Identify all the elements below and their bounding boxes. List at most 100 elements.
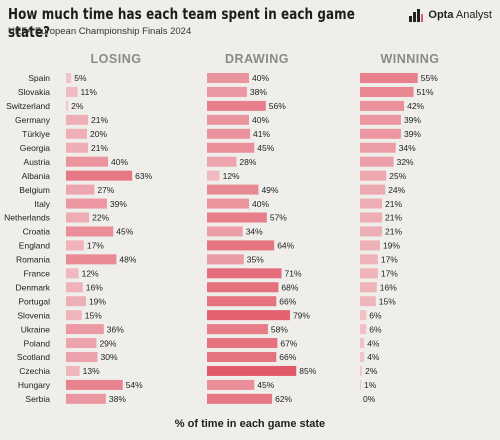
category-label: Ukraine [21,324,51,334]
category-label: Georgia [20,143,51,153]
data-label: 20% [90,129,107,139]
opta-logo-icon [409,9,424,22]
data-label: 19% [89,296,106,306]
bar-drawing [207,226,243,237]
bar-winning [360,226,383,237]
bar-drawing [207,156,237,167]
bar-losing [66,86,78,97]
data-label: 1% [364,380,377,390]
data-label: 68% [281,282,298,292]
bar-winning [360,268,378,279]
bar-winning [360,296,376,307]
category-label: Türkiye [22,129,50,139]
bar-winning [360,184,386,195]
data-label: 5% [74,73,87,83]
bar-drawing [207,365,297,376]
category-label: Portugal [18,296,50,306]
bar-losing [66,296,86,307]
data-label: 4% [367,338,380,348]
bar-winning [360,128,401,139]
category-label: Romania [16,255,50,265]
bar-drawing [207,254,244,265]
bar-winning [360,114,401,125]
data-label: 21% [91,115,108,125]
bar-losing [66,310,82,321]
bar-drawing [207,142,255,153]
bar-winning [360,86,414,97]
bar-losing [66,338,97,349]
data-label: 32% [397,157,414,167]
bar-losing [66,282,83,293]
data-label: 36% [107,324,124,334]
bar-losing [66,114,89,125]
bar-drawing [207,198,249,209]
data-label: 39% [404,129,421,139]
data-label: 21% [385,213,402,223]
category-label: Albania [22,171,51,181]
data-label: 19% [383,241,400,251]
chart-title: How much time has each team spent in eac… [8,5,355,41]
data-label: 58% [271,324,288,334]
data-label: 21% [91,143,108,153]
data-label: 66% [279,352,296,362]
data-label: 22% [92,213,109,223]
data-label: 62% [275,394,292,404]
category-label: Scotland [17,352,50,362]
bar-losing [66,226,114,237]
category-label: Slovenia [17,310,50,320]
bar-winning [360,212,383,223]
data-label: 2% [71,101,84,111]
bar-losing [66,198,107,209]
category-label: Switzerland [6,101,50,111]
bar-winning [360,365,363,376]
bar-losing [66,352,98,362]
bar-losing [66,156,108,167]
data-label: 51% [417,87,434,97]
category-label: France [24,269,51,279]
data-label: 56% [269,101,286,111]
bar-winning [360,379,362,390]
data-label: 45% [257,143,274,153]
data-label: 15% [379,296,396,306]
bar-losing [66,324,104,335]
data-label: 17% [87,241,104,251]
bar-losing [66,142,89,153]
data-label: 66% [279,296,296,306]
bar-winning [360,142,396,153]
data-label: 12% [82,269,99,279]
category-label: Poland [24,338,51,348]
panel-header-losing: LOSING [91,52,142,66]
category-label: Czechia [19,366,50,376]
brand-name: Opta Analyst [428,9,492,21]
data-label: 85% [299,366,316,376]
data-label: 24% [388,185,405,195]
x-axis-label: % of time in each game state [174,418,326,430]
data-label: 38% [250,87,267,97]
bar-drawing [207,184,259,195]
bar-drawing [207,324,268,335]
data-label: 71% [285,269,302,279]
bar-drawing [207,268,282,279]
bar-winning [360,156,394,167]
bar-winning [360,170,387,181]
data-label: 67% [280,338,297,348]
data-label: 38% [109,394,126,404]
data-label: 48% [119,255,136,265]
bar-winning [360,324,367,335]
data-label: 15% [85,310,102,320]
bar-losing [66,170,133,181]
data-label: 54% [126,380,143,390]
data-label: 28% [239,157,256,167]
category-label: Germany [15,115,51,125]
data-label: 40% [252,73,269,83]
data-label: 17% [381,269,398,279]
bar-drawing [207,310,290,321]
bar-winning [360,282,377,293]
data-label: 34% [246,227,263,237]
panel-header-drawing: DRAWING [225,52,289,66]
bar-winning [360,352,365,362]
bar-drawing [207,352,277,362]
data-label: 39% [404,115,421,125]
data-label: 39% [110,199,127,209]
